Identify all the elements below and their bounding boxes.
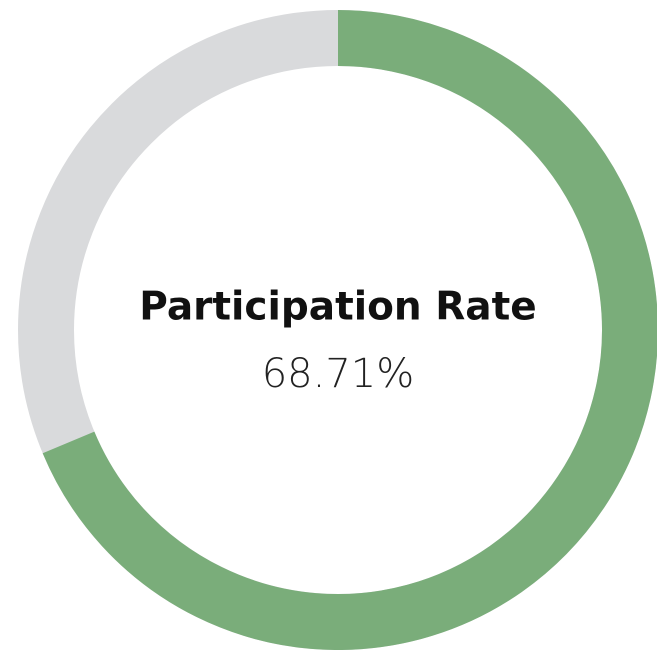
chart-title: Participation Rate	[139, 285, 536, 330]
value-arc	[42, 10, 657, 650]
value-label: 68.71%	[262, 351, 415, 397]
